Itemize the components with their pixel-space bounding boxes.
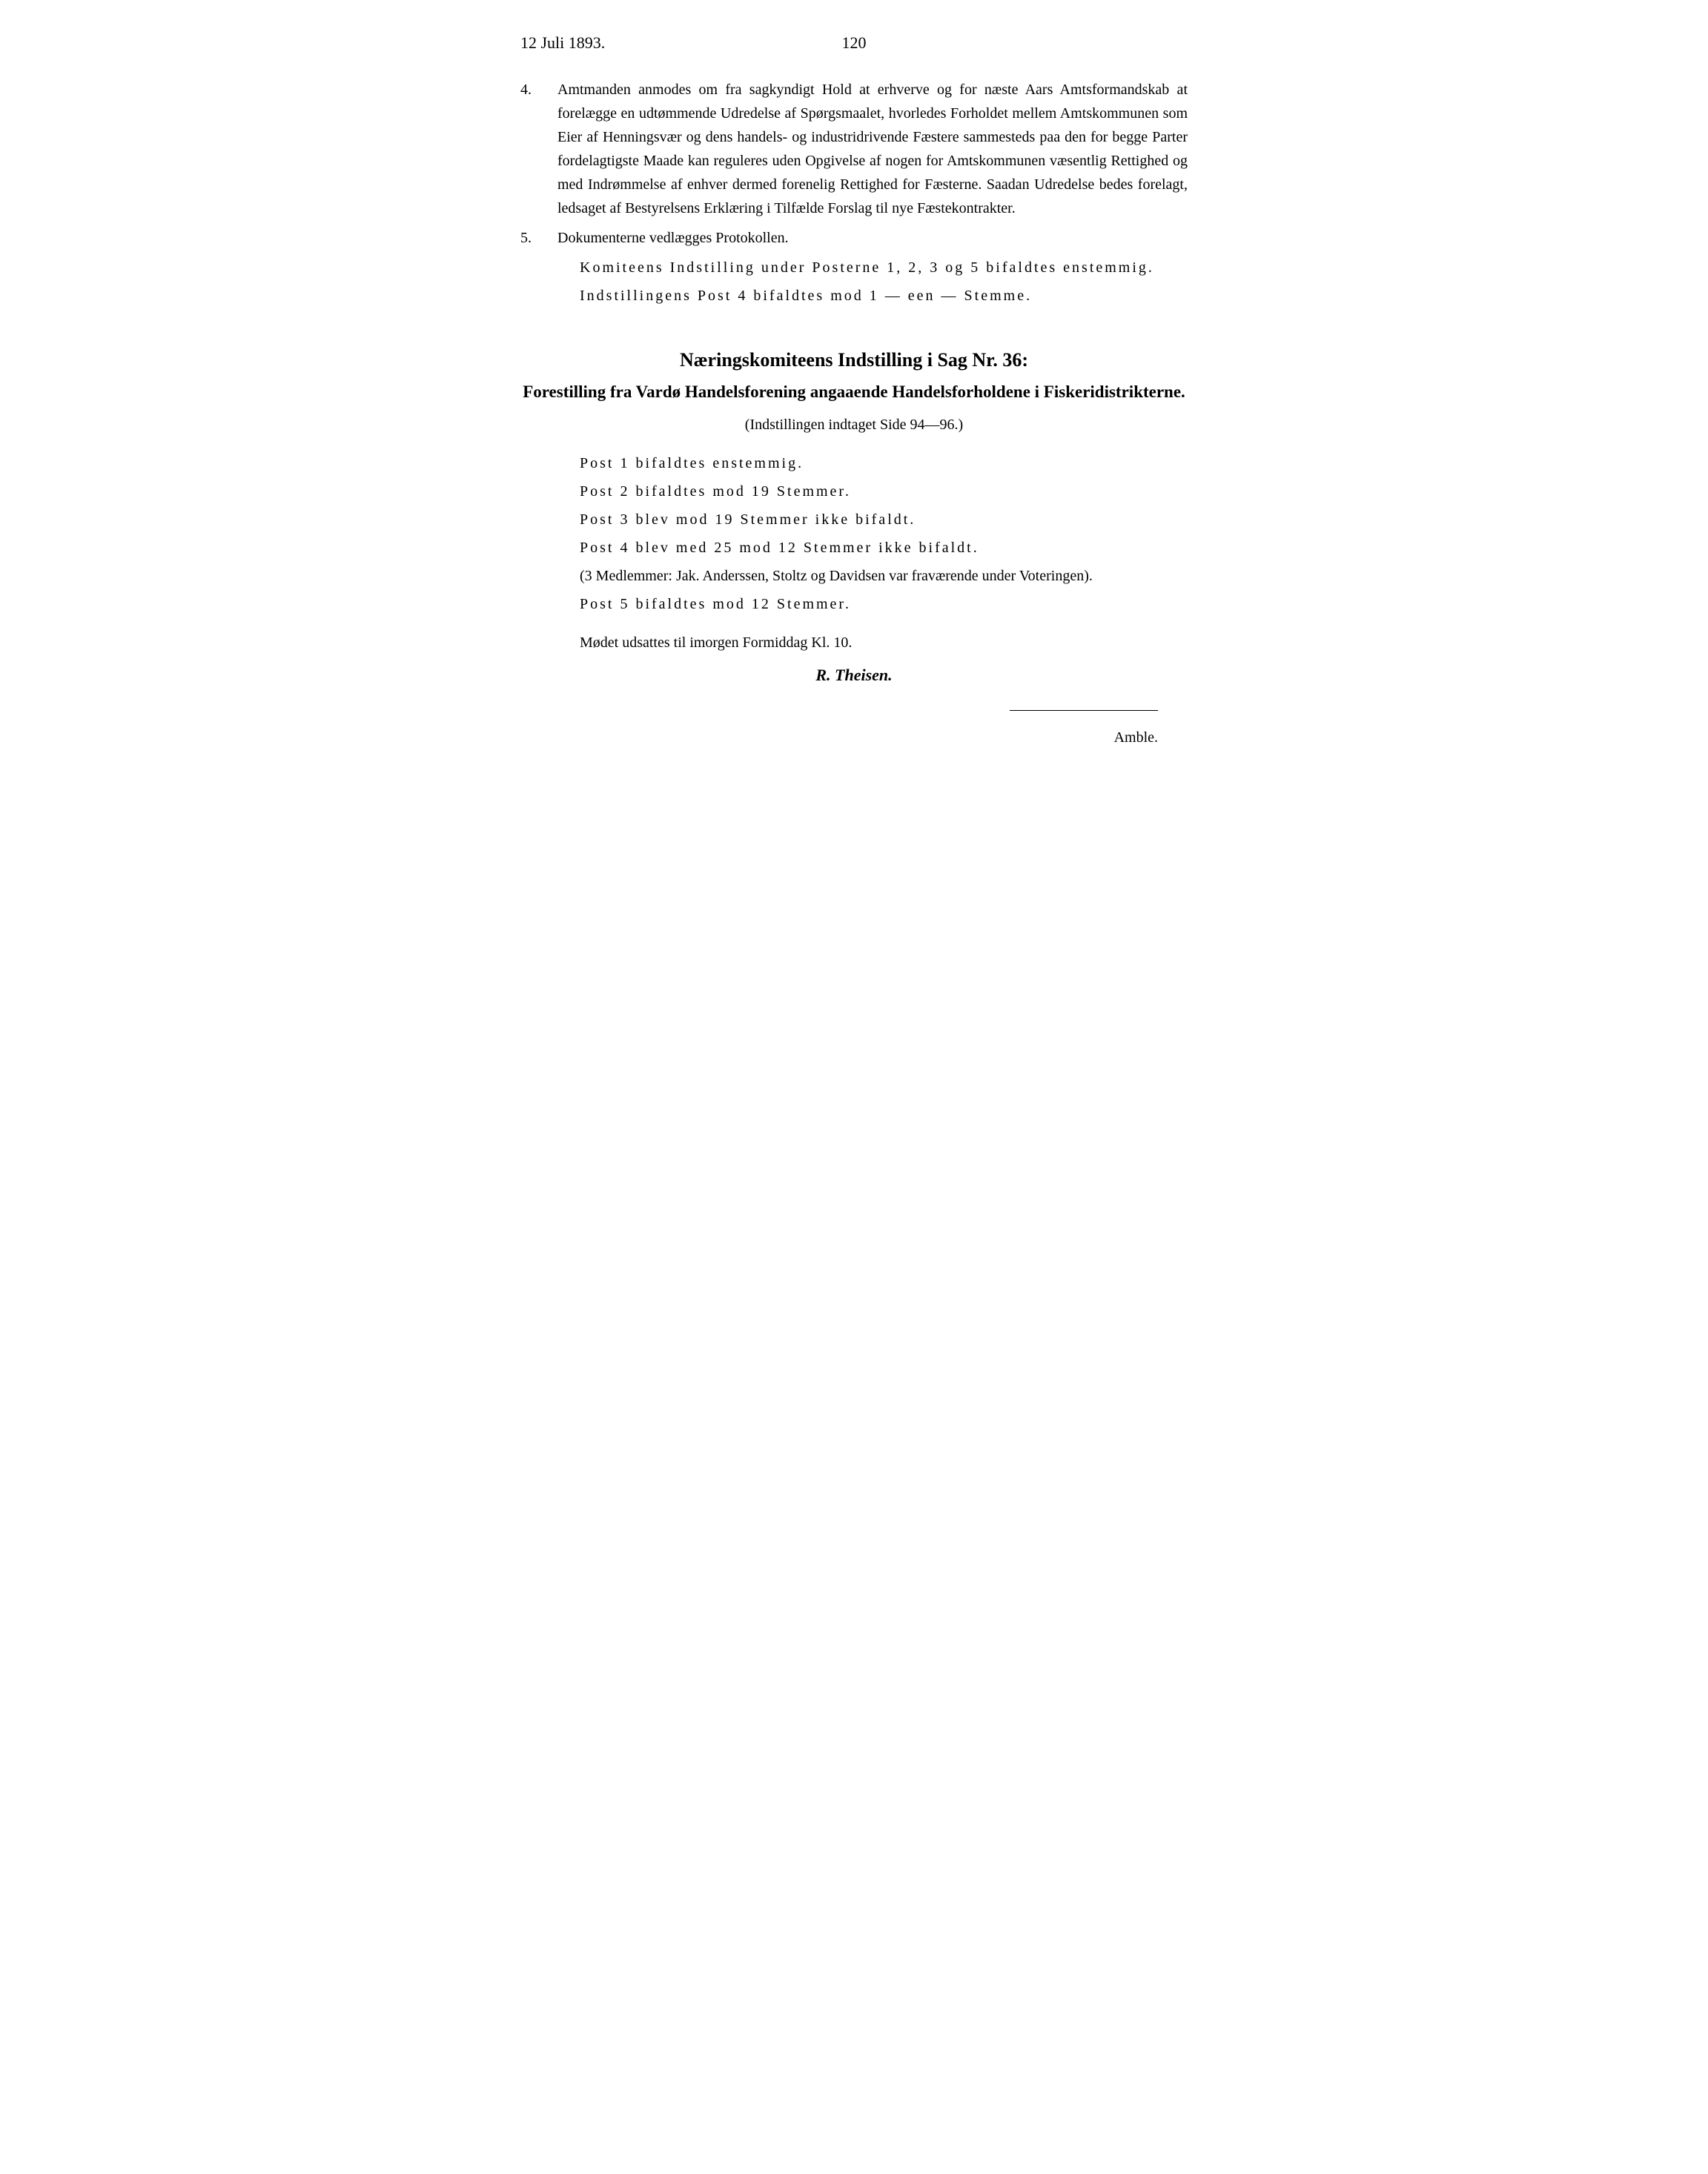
meeting-closing: Mødet udsattes til imorgen Formiddag Kl.… (520, 631, 1188, 654)
list-item-4: 4. Amtmanden anmodes om fra sagkyndigt H… (520, 78, 1188, 220)
item-text: Dokumenterne vedlægges Protokollen. (557, 226, 1188, 250)
section-title: Næringskomiteens Indstilling i Sag Nr. 3… (520, 345, 1188, 376)
post-2: Post 2 bifaldtes mod 19 Stemmer. (520, 480, 1188, 503)
page-header: 12 Juli 1893. 120 (520, 30, 1188, 56)
page-number: 120 (842, 30, 867, 56)
signature: R. Theisen. (520, 662, 1188, 688)
list-item-5: 5. Dokumenterne vedlægges Protokollen. (520, 226, 1188, 250)
header-date: 12 Juli 1893. (520, 30, 605, 56)
post-1: Post 1 bifaldtes enstemmig. (520, 451, 1188, 475)
signature-line (1010, 710, 1158, 711)
resolution-line-2: Indstillingens Post 4 bifaldtes mod 1 — … (520, 284, 1188, 308)
item-text: Amtmanden anmodes om fra sagkyndigt Hold… (557, 78, 1188, 220)
post-5: Post 5 bifaldtes mod 12 Stemmer. (520, 592, 1188, 616)
post-note: (3 Medlemmer: Jak. Anderssen, Stoltz og … (520, 564, 1188, 588)
item-number: 5. (520, 226, 557, 250)
countersignature: Amble. (520, 726, 1188, 749)
item-number: 4. (520, 78, 557, 220)
resolution-line-1: Komiteens Indstilling under Posterne 1, … (520, 256, 1188, 279)
post-3: Post 3 blev mod 19 Stemmer ikke bifaldt. (520, 508, 1188, 531)
section-subtitle: Forestilling fra Vardø Handelsforening a… (520, 380, 1188, 404)
section-note: (Indstillingen indtaget Side 94—96.) (520, 413, 1188, 437)
post-4: Post 4 blev med 25 mod 12 Stemmer ikke b… (520, 536, 1188, 560)
